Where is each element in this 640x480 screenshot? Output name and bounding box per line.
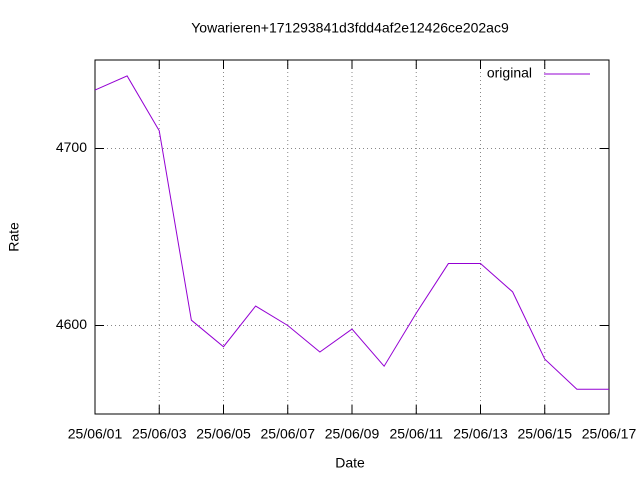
y-tick-label: 4600 xyxy=(56,316,87,332)
data-line xyxy=(94,75,609,390)
x-tick-label: 25/06/17 xyxy=(582,426,637,442)
x-tick-label: 25/06/01 xyxy=(68,426,123,442)
y-tick-label: 4700 xyxy=(56,139,87,155)
x-axis-label: Date xyxy=(335,455,365,471)
x-tick-label: 25/06/07 xyxy=(261,426,316,442)
x-tick-label: 25/06/13 xyxy=(453,426,508,442)
x-tick-label: 25/06/15 xyxy=(518,426,573,442)
x-tick-label: 25/06/11 xyxy=(390,426,444,442)
x-tick-label: 25/06/05 xyxy=(196,426,251,442)
x-tick-label: 25/06/03 xyxy=(132,426,187,442)
x-tick-label: 25/06/09 xyxy=(325,426,380,442)
legend-label: original xyxy=(487,65,532,81)
y-axis-label: Rate xyxy=(6,222,22,252)
plot-border xyxy=(94,59,610,415)
chart-title: Yowarieren+171293841d3fdd4af2e12426ce202… xyxy=(191,20,509,36)
